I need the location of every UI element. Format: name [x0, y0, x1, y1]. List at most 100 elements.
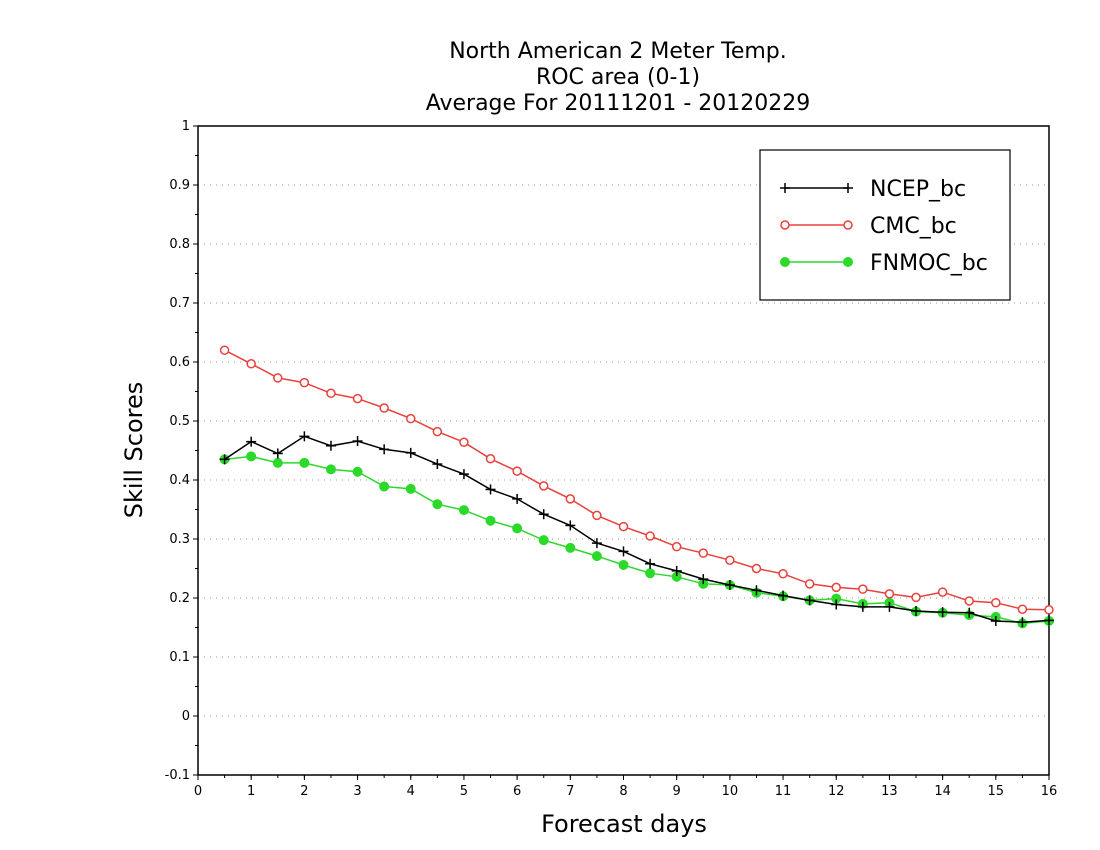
data-point: [645, 568, 656, 579]
data-point: [246, 359, 256, 369]
x-tick-label: 12: [828, 784, 845, 799]
data-point: [352, 466, 363, 477]
legend-marker: [780, 220, 790, 230]
data-point: [565, 542, 576, 553]
chart-title: North American 2 Meter Temp. ROC area (0…: [426, 39, 811, 116]
y-axis-label: Skill Scores: [120, 382, 148, 519]
title-line-1: North American 2 Meter Temp.: [449, 39, 787, 64]
y-tick-label: 0.9: [169, 178, 190, 193]
data-point: [937, 607, 948, 618]
x-tick-label: 2: [300, 784, 308, 799]
data-point: [272, 448, 283, 459]
data-point: [778, 590, 789, 601]
data-point: [591, 551, 602, 562]
data-point: [459, 437, 469, 447]
data-point: [538, 535, 549, 546]
title-line-3: Average For 20111201 - 20120229: [426, 91, 811, 116]
data-point: [698, 548, 709, 558]
y-tick-label: 0.3: [169, 532, 190, 547]
x-axis-label: Forecast days: [541, 810, 707, 838]
data-point: [432, 426, 443, 437]
y-tick-label: 0.8: [169, 237, 190, 252]
data-point: [884, 589, 895, 599]
data-point: [804, 595, 815, 606]
data-point: [379, 444, 390, 455]
data-point: [1017, 617, 1028, 628]
data-point: [458, 469, 469, 480]
data-point: [432, 499, 443, 510]
data-point: [725, 555, 735, 565]
data-point: [831, 582, 841, 593]
data-point: [326, 388, 336, 399]
data-point: [751, 563, 762, 574]
data-point: [857, 601, 868, 612]
y-tick-label: 0.6: [169, 355, 190, 370]
legend-item: FNMOC_bc: [780, 251, 988, 276]
x-tick-label: 3: [353, 784, 361, 799]
legend-marker: [843, 183, 853, 193]
data-point: [299, 431, 310, 442]
data-point: [565, 520, 576, 531]
x-tick-label: 5: [460, 784, 468, 799]
data-point: [990, 616, 1001, 627]
x-tick-label: 15: [988, 784, 1005, 799]
data-point: [299, 377, 310, 388]
data-point: [645, 531, 655, 541]
x-tick-label: 9: [673, 784, 681, 799]
x-tick-label: 8: [619, 784, 627, 799]
data-point: [911, 605, 922, 616]
data-point: [485, 515, 496, 526]
y-tick-label: 1: [182, 119, 190, 134]
data-point: [645, 558, 656, 569]
x-tick-label: 7: [566, 784, 574, 799]
series-line: [224, 435, 1050, 623]
data-point: [405, 447, 416, 458]
title-line-2: ROC area (0-1): [536, 65, 700, 90]
axes: -0.100.10.20.30.40.50.60.70.80.910 1 2 3 4 5 6…: [165, 119, 1058, 799]
data-point: [858, 584, 868, 594]
data-point: [937, 587, 948, 597]
data-point: [778, 569, 788, 579]
x-tick-label: 10: [722, 784, 739, 799]
data-point: [485, 484, 496, 495]
data-point: [804, 579, 815, 589]
series-layer: [219, 345, 1054, 629]
series-fnmoc-bc: [219, 451, 1054, 629]
legend-marker: [843, 257, 853, 267]
data-point: [671, 541, 682, 552]
data-point: [538, 509, 549, 520]
data-point: [246, 436, 257, 447]
data-point: [379, 481, 390, 492]
data-point: [406, 413, 416, 424]
legend-label: FNMOC_bc: [870, 251, 988, 276]
data-point: [671, 565, 682, 576]
legend-item: NCEP_bc: [780, 177, 966, 202]
data-point: [432, 459, 443, 470]
data-point: [618, 559, 629, 570]
data-point: [273, 373, 283, 383]
y-tick-label: 0.2: [169, 591, 190, 606]
data-point: [591, 538, 602, 549]
data-point: [485, 454, 496, 464]
data-point: [512, 493, 523, 504]
series-ncep-bc: [219, 431, 1054, 628]
data-point: [219, 345, 230, 355]
x-tick-label: 11: [775, 784, 792, 799]
data-point: [724, 580, 735, 591]
legend-marker: [843, 220, 853, 230]
data-point: [272, 457, 283, 468]
legend-item: CMC_bc: [780, 214, 957, 239]
data-point: [1044, 605, 1054, 615]
y-tick-label: 0.4: [169, 473, 190, 488]
data-point: [458, 505, 469, 516]
data-point: [618, 546, 629, 557]
data-point: [325, 440, 336, 451]
data-point: [1044, 615, 1054, 626]
data-point: [219, 454, 230, 465]
data-point: [592, 510, 602, 521]
x-tick-label: 13: [881, 784, 898, 799]
data-point: [405, 483, 416, 494]
data-point: [299, 457, 310, 468]
legend-label: CMC_bc: [870, 214, 957, 239]
x-tick-label: 0: [194, 784, 202, 799]
